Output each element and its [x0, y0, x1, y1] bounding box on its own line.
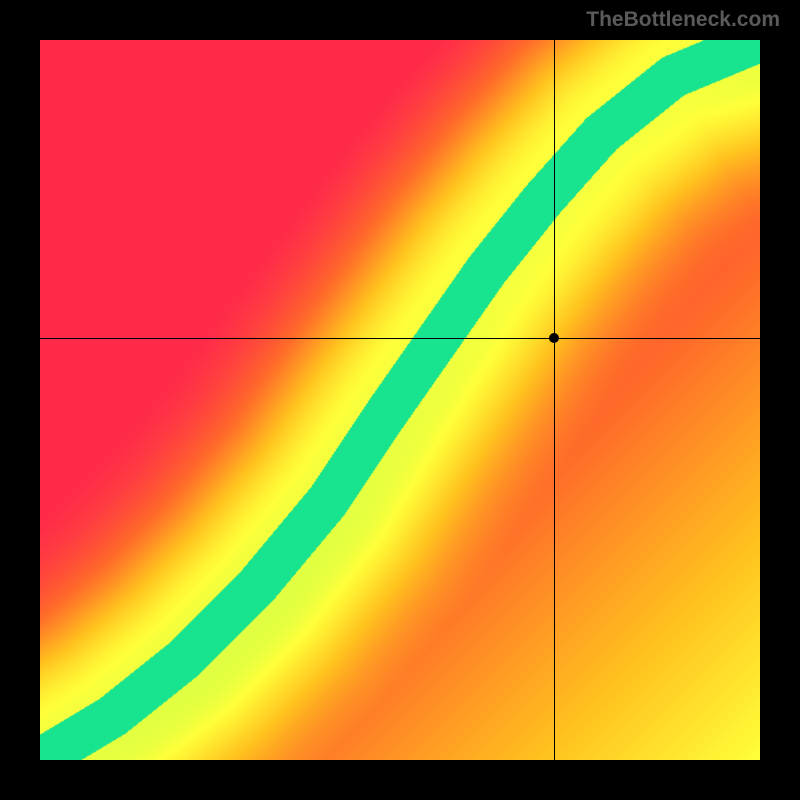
watermark-text: TheBottleneck.com — [586, 8, 780, 32]
chart-container: TheBottleneck.com — [0, 0, 800, 800]
crosshair-horizontal — [40, 338, 760, 339]
heatmap-canvas — [40, 40, 760, 760]
marker-dot — [549, 333, 559, 343]
plot-area — [40, 40, 760, 760]
crosshair-vertical — [554, 40, 555, 760]
